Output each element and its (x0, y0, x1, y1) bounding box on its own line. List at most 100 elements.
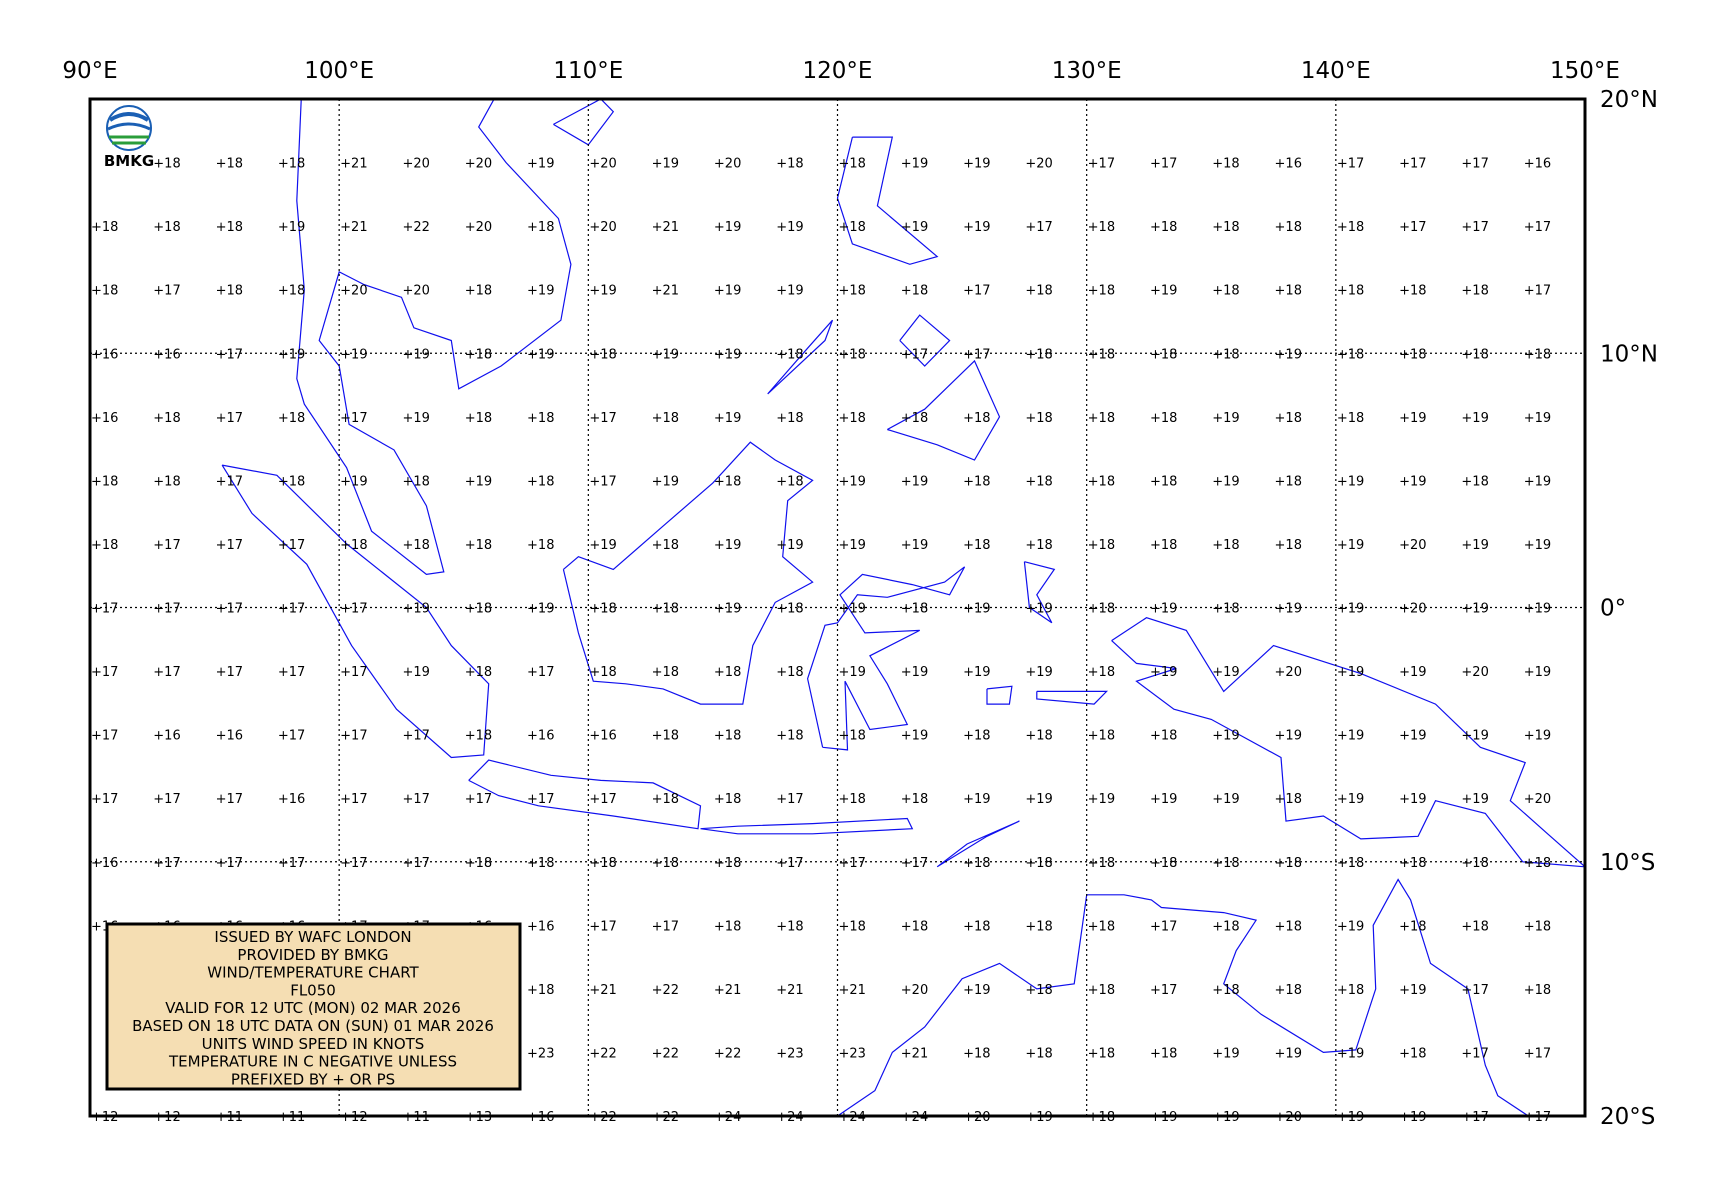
temperature: +18 (901, 919, 928, 934)
temperature: +18 (216, 284, 243, 299)
temperature: +17 (527, 792, 554, 807)
temperature: +19 (527, 347, 554, 362)
temperature: +17 (340, 729, 367, 744)
temperature: +18 (714, 665, 741, 680)
temperature: +18 (465, 602, 492, 617)
temperature: +18 (1088, 1046, 1115, 1061)
temperature: +20 (589, 220, 616, 235)
temperature: +18 (527, 220, 554, 235)
graticule (90, 99, 1585, 1116)
temperature: +20 (901, 983, 928, 998)
temperature: +18 (652, 665, 679, 680)
temperature: +18 (465, 347, 492, 362)
temperature: +18 (1275, 538, 1302, 553)
temperature: +22 (589, 1046, 616, 1061)
temperature: +18 (963, 919, 990, 934)
temperature: +19 (1337, 792, 1364, 807)
temperature: +17 (340, 856, 367, 871)
temperature: +18 (1461, 347, 1488, 362)
temperature: +17 (216, 856, 243, 871)
temperature: +17 (91, 729, 118, 744)
temperature: +18 (652, 792, 679, 807)
temperature: +17 (216, 792, 243, 807)
temperature: +17 (1150, 919, 1177, 934)
temperature: +18 (465, 856, 492, 871)
temperature: +18 (1524, 856, 1551, 871)
temperature: +18 (901, 284, 928, 299)
temperature: +18 (1088, 665, 1115, 680)
temperature: +18 (91, 284, 118, 299)
temperature: +18 (589, 347, 616, 362)
coastline (700, 817, 914, 835)
temperature: +19 (1399, 729, 1426, 744)
temperature: +17 (91, 665, 118, 680)
temperature: +19 (776, 220, 803, 235)
temperature: +19 (1212, 474, 1239, 489)
temperature: +17 (402, 729, 429, 744)
coastline (836, 136, 939, 265)
temperature: +19 (1337, 474, 1364, 489)
temperature: +18 (465, 284, 492, 299)
temperature: +18 (714, 919, 741, 934)
temperature: +18 (153, 157, 180, 172)
logo: BMKG (104, 105, 154, 170)
temperature: +21 (340, 220, 367, 235)
temperature: +18 (527, 856, 554, 871)
temperature: +17 (1461, 1046, 1488, 1061)
temperature: +18 (1150, 729, 1177, 744)
temperature: +18 (1275, 919, 1302, 934)
temperature: +18 (1275, 792, 1302, 807)
temperature: +19 (1337, 538, 1364, 553)
temperature: +18 (1275, 411, 1302, 426)
temperature: +18 (1212, 919, 1239, 934)
temperature: +18 (1088, 411, 1115, 426)
temperature: +18 (1025, 729, 1052, 744)
temperature: +18 (839, 220, 866, 235)
temperature: +18 (776, 347, 803, 362)
temperature: +18 (776, 665, 803, 680)
temperature: +18 (1025, 538, 1052, 553)
temperature: +18 (465, 411, 492, 426)
temperature: +18 (402, 538, 429, 553)
temperature: +17 (527, 665, 554, 680)
longitude-label: 130°E (1052, 58, 1122, 84)
axis-labels: 90°E 100°E 110°E 120°E 130°E 140°E 150°E 20°N 10… (62, 58, 1658, 1130)
temperature: +18 (402, 474, 429, 489)
temperature: +19 (1524, 602, 1551, 617)
temperature: +18 (776, 157, 803, 172)
temperature: +21 (714, 983, 741, 998)
temperature: +17 (278, 856, 305, 871)
temperature: +19 (1337, 1046, 1364, 1061)
temperature: +18 (1088, 729, 1115, 744)
temperature: +18 (1399, 919, 1426, 934)
temperature: +17 (153, 602, 180, 617)
longitude-label: 90°E (62, 58, 117, 84)
temperature: +19 (963, 792, 990, 807)
temperature: +19 (963, 665, 990, 680)
temperature: +19 (1524, 665, 1551, 680)
temperature: +18 (1150, 411, 1177, 426)
temperature: +20 (402, 157, 429, 172)
temperature: +18 (340, 538, 367, 553)
temperature: +18 (839, 284, 866, 299)
coastline (887, 359, 1001, 461)
temperature: +19 (1337, 729, 1364, 744)
temperature: +17 (1524, 220, 1551, 235)
temperature: +18 (776, 919, 803, 934)
temperature: +18 (1399, 856, 1426, 871)
temperature: +17 (1524, 284, 1551, 299)
temperature: +19 (1337, 919, 1364, 934)
temperature: +18 (465, 665, 492, 680)
temperature: +23 (527, 1046, 554, 1061)
temperature: +17 (91, 602, 118, 617)
temperature: +19 (465, 474, 492, 489)
temperature: +19 (714, 602, 741, 617)
temperature: +18 (776, 602, 803, 617)
temperature: +17 (589, 919, 616, 934)
temperature: +17 (963, 284, 990, 299)
temperature: +19 (1150, 284, 1177, 299)
temperature: +18 (1025, 284, 1052, 299)
latitude-label: 20°S (1600, 1104, 1655, 1130)
temperature: +18 (1275, 474, 1302, 489)
temperature: +16 (153, 729, 180, 744)
